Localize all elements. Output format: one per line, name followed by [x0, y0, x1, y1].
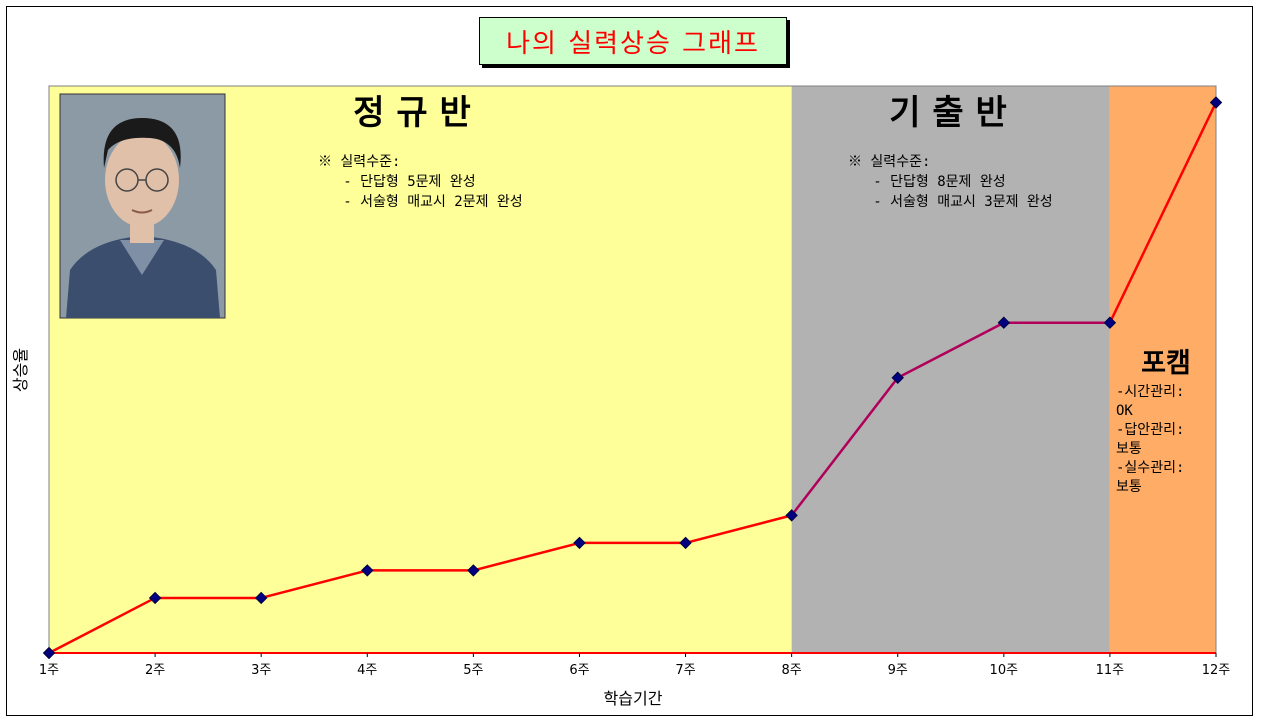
x-tick-label: 4주	[357, 663, 377, 678]
phase-note-past-exam: - 단답형 8문제 완성	[848, 174, 1006, 190]
x-tick-label: 9주	[888, 663, 908, 678]
data-point	[997, 316, 1011, 329]
x-tick-label: 12주	[1202, 663, 1231, 678]
x-tick-label: 6주	[569, 663, 589, 678]
series-line-segment	[48, 596, 156, 655]
chart-title: 나의 실력상승 그래프	[479, 17, 787, 65]
portrait-hair	[103, 118, 181, 168]
data-point	[1209, 96, 1223, 109]
phase-note-past-exam: ※ 실력수준:	[848, 154, 930, 170]
phase-note-regular: - 단답형 5문제 완성	[318, 174, 476, 190]
x-tick-label: 10주	[990, 663, 1019, 678]
series-line-segment	[897, 321, 1005, 379]
series-line-segment	[260, 569, 368, 600]
data-point	[891, 371, 904, 384]
phase-note-past-exam: - 서술형 매교시 3문제 완성	[848, 194, 1053, 210]
phase-band-pocam	[1109, 86, 1216, 653]
data-point	[573, 536, 586, 550]
x-tick-label: 5주	[463, 663, 483, 678]
data-point	[148, 591, 162, 605]
data-point	[467, 564, 480, 577]
x-tick-label: 3주	[251, 663, 271, 678]
series-line-segment	[1108, 101, 1218, 324]
phase-heading-pocam: 포캠	[1141, 348, 1191, 379]
phase-note-regular: ※ 실력수준:	[318, 154, 400, 170]
portrait-mouth	[131, 209, 153, 214]
series-line-segment	[685, 514, 792, 545]
portrait-photo	[59, 93, 226, 319]
x-tick-label: 1주	[39, 663, 59, 678]
phase-note-pocam: -시간관리:	[1116, 384, 1184, 400]
x-tick-label: 7주	[675, 663, 695, 678]
x-tick-label: 8주	[782, 663, 802, 678]
phase-note-regular: - 서술형 매교시 2문제 완성	[318, 194, 523, 210]
y-axis-label: 상승율	[11, 348, 30, 392]
portrait-collar	[120, 240, 164, 275]
data-point	[1103, 316, 1117, 329]
x-tick-label: 2주	[145, 663, 165, 678]
x-axis-label: 학습기간	[604, 689, 663, 708]
phase-note-pocam: 보통	[1116, 479, 1142, 495]
x-tick-label: 11주	[1096, 663, 1125, 678]
data-point	[42, 646, 56, 660]
data-point	[679, 536, 692, 550]
phase-note-pocam: OK	[1116, 403, 1133, 419]
phase-note-pocam: -답안관리:	[1116, 422, 1184, 438]
phase-note-pocam: -실수관리:	[1116, 460, 1184, 476]
portrait-shirt	[66, 236, 220, 318]
phase-note-pocam: 보통	[1116, 441, 1142, 457]
series-line-segment	[473, 541, 580, 572]
data-point	[361, 564, 374, 577]
phase-heading-past-exam: 기 출 반	[889, 93, 1007, 133]
phase-band-past-exam	[791, 86, 1110, 653]
data-point	[254, 591, 268, 605]
data-point	[785, 509, 798, 522]
series-line-segment	[790, 376, 899, 517]
phase-heading-regular: 정 규 반	[353, 93, 471, 133]
